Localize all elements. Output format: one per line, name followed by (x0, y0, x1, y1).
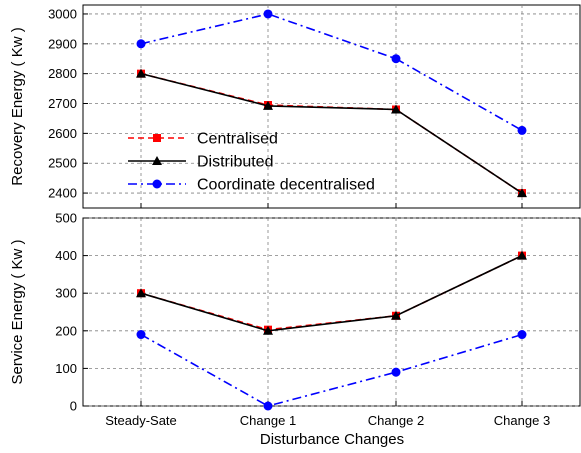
panel-1-series-1-line (140, 254, 523, 332)
panel-0-series-1-point (136, 68, 146, 78)
legend-1-label: Distributed (197, 154, 273, 171)
x-axis-title: Disturbance Changes (260, 431, 404, 448)
panel-0-series-2-line (140, 13, 523, 132)
panel-0-series-2-point (136, 39, 146, 49)
panel-0-series-1-point (263, 100, 273, 110)
panel-1-series-2-point (391, 367, 401, 377)
legend-0-label: Centralised (197, 131, 278, 148)
panel-1-series-2-point (263, 401, 273, 411)
panel-0-ytick-label: 3000 (48, 6, 77, 21)
legend-2-label: Coordinate decentralised (197, 177, 375, 194)
panel-0-series-1-point (391, 104, 401, 114)
panel-0-series-2-point (391, 54, 401, 64)
legend-1-marker (152, 156, 162, 165)
panel-1-frame (82, 217, 581, 407)
panel-1-y-axis-title: Service Energy ( Kw ) (9, 239, 26, 384)
panel-0-series-2-point (517, 125, 527, 135)
x-tick-label: Change 1 (240, 413, 296, 428)
panel-1-series-2-point (517, 330, 527, 340)
panel-0-ytick-label: 2500 (48, 156, 77, 171)
x-tick-label: Change 3 (494, 413, 550, 428)
legend-2-marker (152, 179, 162, 189)
panel-1-ytick-label: 0 (70, 399, 77, 414)
panel-1-series-1-point (391, 310, 401, 320)
panel-0-series-1-point (517, 188, 527, 198)
panel-0-ytick-label: 2900 (48, 36, 77, 51)
panel-0-series-1-line (140, 72, 523, 194)
panel-1-ytick-label: 200 (55, 323, 77, 338)
legend-0-marker (153, 134, 161, 142)
panel-0-series-2-point (263, 9, 273, 19)
panel-0-ytick-label: 2400 (48, 186, 77, 201)
panel-0-ytick-label: 2700 (48, 96, 77, 111)
panel-1-ytick-label: 400 (55, 248, 77, 263)
panel-1-series-1-point (517, 250, 527, 260)
panel-1-ytick-label: 100 (55, 361, 77, 376)
panel-0-y-axis-title: Recovery Energy ( Kw ) (9, 27, 26, 185)
panel-1-series-0-line (140, 254, 523, 331)
panel-1-ytick-label: 300 (55, 286, 77, 301)
panel-0-ytick-label: 2800 (48, 66, 77, 81)
x-tick-label: Change 2 (368, 413, 424, 428)
panel-1-series-1-point (136, 288, 146, 298)
panel-1-series-2-point (136, 330, 146, 340)
panel-1-series-1-point (263, 325, 273, 335)
x-tick-label: Steady-Sate (105, 413, 177, 428)
panel-1-series-2-line (140, 333, 523, 407)
panel-0-frame (82, 4, 581, 209)
panel-0-ytick-label: 2600 (48, 126, 77, 141)
panel-1-ytick-label: 500 (55, 211, 77, 226)
